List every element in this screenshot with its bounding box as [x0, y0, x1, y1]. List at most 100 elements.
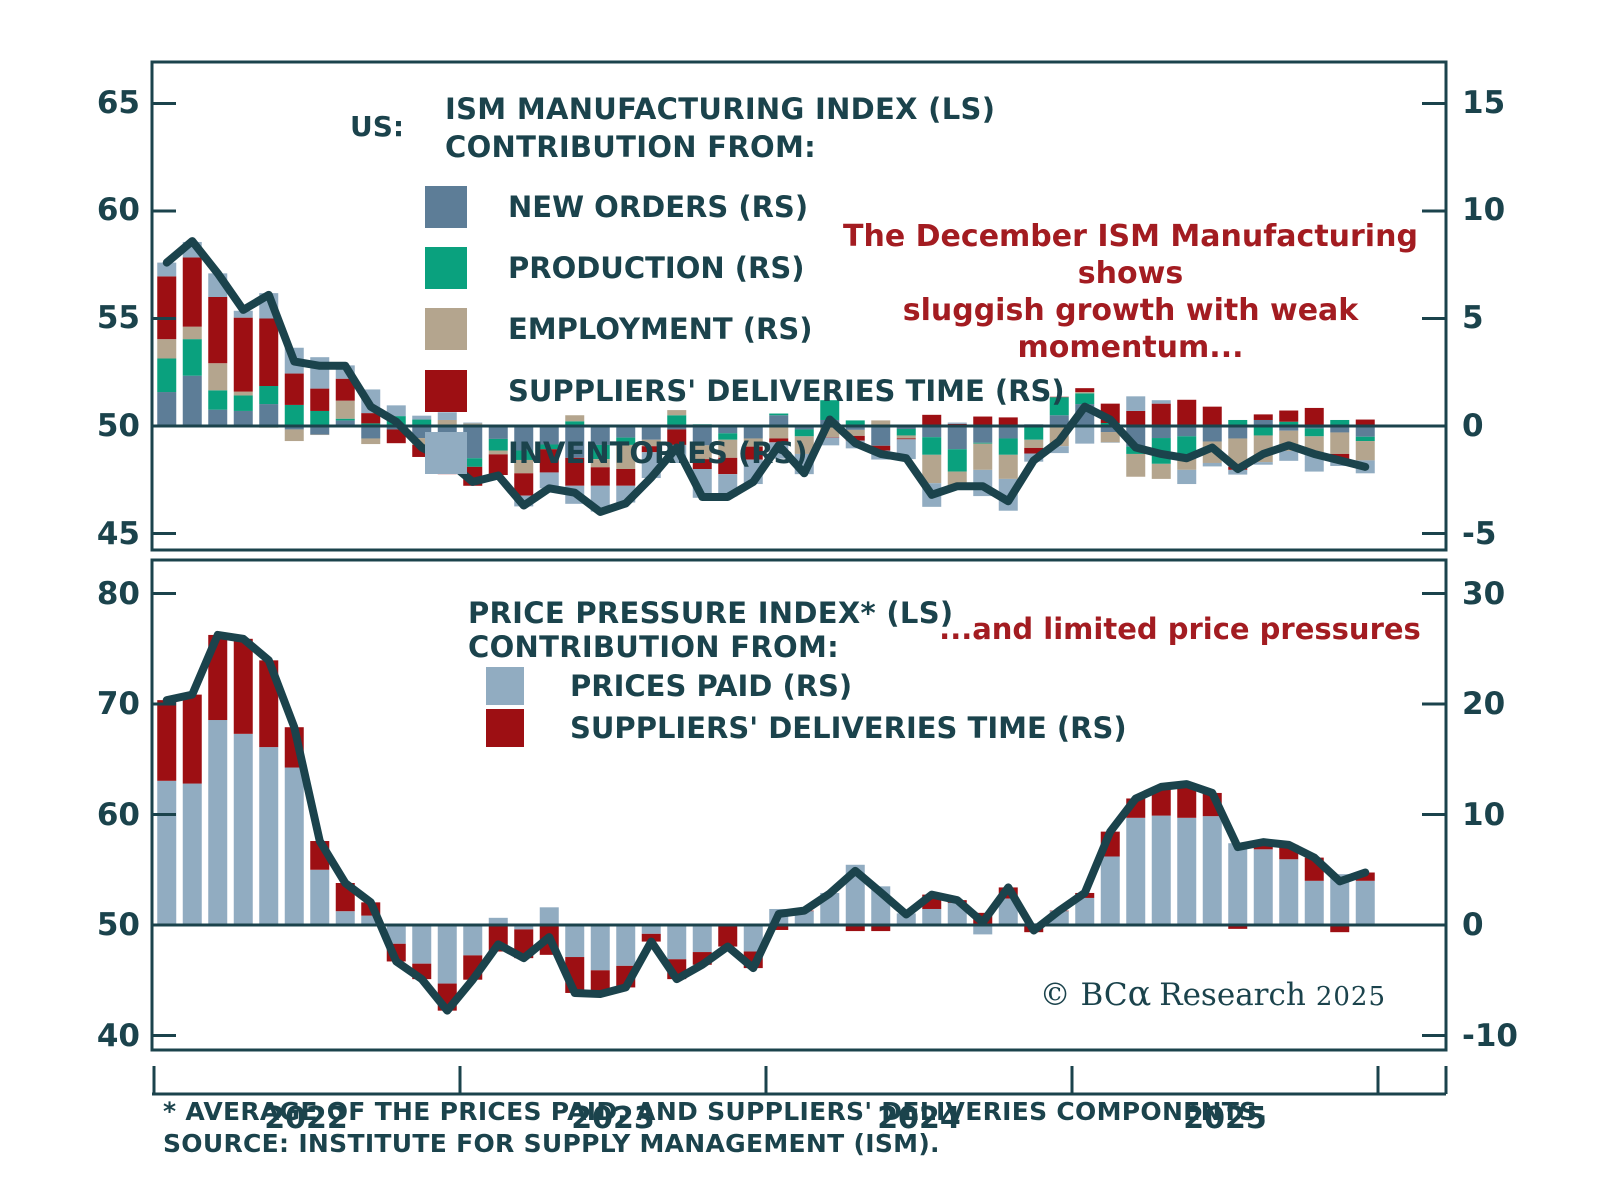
- legend-item-employment: EMPLOYMENT (RS): [425, 308, 813, 350]
- bar-segment-new_orders: [514, 426, 534, 451]
- bar-segment-employment: [1355, 441, 1375, 461]
- bar-segment-prices_paid: [412, 925, 432, 964]
- footnote-average: * AVERAGE OF THE PRICES PAID, AND SUPPLI…: [163, 1097, 1268, 1126]
- bar-segment-new_orders: [922, 426, 942, 438]
- bar-segment-prices_paid: [386, 925, 406, 944]
- bar-segment-employment: [590, 459, 610, 468]
- bar-segment-suppliers_deliveries: [769, 438, 789, 443]
- bar-segment-production: [998, 438, 1018, 455]
- bar-segment-production: [1279, 421, 1299, 426]
- bar-segment-suppliers_deliveries: [157, 700, 177, 781]
- bar-segment-production: [335, 418, 355, 421]
- bar-segment-new_orders: [871, 426, 891, 446]
- bar-segment-new_orders: [157, 392, 177, 426]
- bar-segment-suppliers_deliveries: [1355, 419, 1375, 426]
- bar-segment-prices_paid: [1126, 817, 1146, 926]
- bar-segment-production: [259, 386, 279, 405]
- bar-segment-production: [514, 450, 534, 460]
- bar-segment-suppliers_deliveries: [871, 925, 891, 932]
- bar-segment-production: [896, 429, 916, 436]
- bar-segment-new_orders: [616, 426, 636, 438]
- bar-segment-new_orders: [947, 426, 967, 450]
- bar-segment-new_orders: [667, 426, 687, 430]
- x-axis-year-2023: 2023: [571, 1101, 655, 1136]
- bar-segment-prices_paid: [284, 767, 304, 925]
- bar-segment-prices_paid: [1202, 816, 1222, 925]
- bar-segment-suppliers_deliveries: [488, 454, 508, 476]
- bar-segment-prices_paid: [514, 925, 534, 930]
- bar-segment-new_orders: [1279, 426, 1299, 431]
- bar-segment-prices_paid: [641, 925, 661, 934]
- region-label: US:: [350, 110, 405, 143]
- bar-segment-new_orders: [641, 426, 661, 440]
- bar-segment-suppliers_deliveries: [284, 373, 304, 405]
- bar-segment-suppliers_deliveries: [871, 445, 891, 451]
- bar-segment-new_orders: [718, 426, 738, 434]
- bottom-right-tick-10: 10: [1462, 797, 1506, 833]
- bottom-right-tick-20: 20: [1462, 686, 1506, 722]
- legend-item-inventories: INVENTORIES (RS): [425, 432, 808, 474]
- bar-segment-inventories: [463, 422, 483, 424]
- bar-segment-new_orders: [335, 420, 355, 426]
- bar-segment-inventories: [437, 412, 457, 420]
- bottom-left-tick-80: 80: [96, 576, 140, 612]
- bar-segment-production: [565, 421, 585, 426]
- bar-segment-employment: [208, 363, 228, 391]
- bar-segment-new_orders: [361, 426, 381, 439]
- bar-segment-production: [973, 442, 993, 444]
- bar-segment-employment: [1151, 463, 1171, 479]
- bar-segment-suppliers_deliveries: [386, 429, 406, 444]
- top-annotation: The December ISM Manufacturing shows slu…: [808, 218, 1453, 366]
- copyright-prefix: © BC: [1039, 977, 1128, 1013]
- bar-segment-prices_paid: [259, 747, 279, 926]
- bar-segment-new_orders: [692, 426, 712, 446]
- top-left-tick-50: 50: [96, 408, 140, 444]
- bar-segment-suppliers_deliveries: [539, 449, 559, 473]
- bar-segment-suppliers_deliveries: [182, 257, 202, 327]
- bar-segment-production: [1075, 393, 1095, 405]
- top-annotation-line1: The December ISM Manufacturing shows: [843, 219, 1418, 291]
- bottom-legend-title-line1: PRICE PRESSURE INDEX* (LS): [468, 596, 954, 630]
- bar-segment-employment: [157, 339, 177, 359]
- bar-segment-production: [1304, 428, 1324, 437]
- bar-segment-inventories: [539, 472, 559, 489]
- top-left-tick-65: 65: [96, 85, 140, 121]
- bar-segment-prices_paid: [182, 783, 202, 925]
- bar-segment-employment: [896, 435, 916, 439]
- bar-segment-new_orders: [1355, 426, 1375, 437]
- legend-item-suppliers-deliveries-bottom: SUPPLIERS' DELIVERIES TIME (RS): [486, 709, 1127, 747]
- bar-segment-suppliers_deliveries: [922, 414, 942, 426]
- bar-segment-suppliers_deliveries: [743, 446, 763, 460]
- bar-segment-employment: [1100, 432, 1120, 443]
- bar-segment-production: [845, 420, 865, 426]
- bar-segment-prices_paid: [157, 780, 177, 925]
- bar-segment-suppliers_deliveries: [514, 473, 534, 496]
- bar-segment-employment: [565, 415, 585, 422]
- bar-segment-new_orders: [998, 426, 1018, 439]
- bca-research-logo: © BCα Research 2025: [1000, 974, 1386, 1014]
- bottom-annotation: ...and limited price pressures: [939, 612, 1421, 646]
- x-axis-year-2024: 2024: [877, 1101, 961, 1136]
- bar-segment-employment: [284, 429, 304, 442]
- bar-segment-suppliers_deliveries: [667, 429, 687, 445]
- bar-segment-employment: [743, 438, 763, 447]
- top-right-tick-0: 0: [1462, 408, 1484, 444]
- bar-segment-inventories: [386, 405, 406, 417]
- bar-segment-suppliers_deliveries: [335, 378, 355, 401]
- x-axis-year-2025: 2025: [1183, 1101, 1267, 1136]
- bar-segment-suppliers_deliveries: [233, 638, 253, 734]
- bar-segment-prices_paid: [590, 925, 610, 971]
- top-right-tick-15: 15: [1462, 85, 1506, 121]
- bar-segment-suppliers_deliveries: [233, 317, 253, 392]
- employment-swatch-icon: [425, 308, 467, 350]
- bar-segment-employment: [1228, 438, 1248, 467]
- bar-segment-employment: [233, 391, 253, 396]
- bar-segment-prices_paid: [539, 907, 559, 925]
- panel-border: [150, 558, 1448, 1052]
- legend-label: SUPPLIERS' DELIVERIES TIME (RS): [570, 711, 1127, 745]
- bar-segment-suppliers_deliveries: [590, 970, 610, 995]
- bar-segment-new_orders: [743, 426, 763, 439]
- top-right-tick-neg5: -5: [1462, 516, 1497, 552]
- bar-segment-prices_paid: [1304, 880, 1324, 925]
